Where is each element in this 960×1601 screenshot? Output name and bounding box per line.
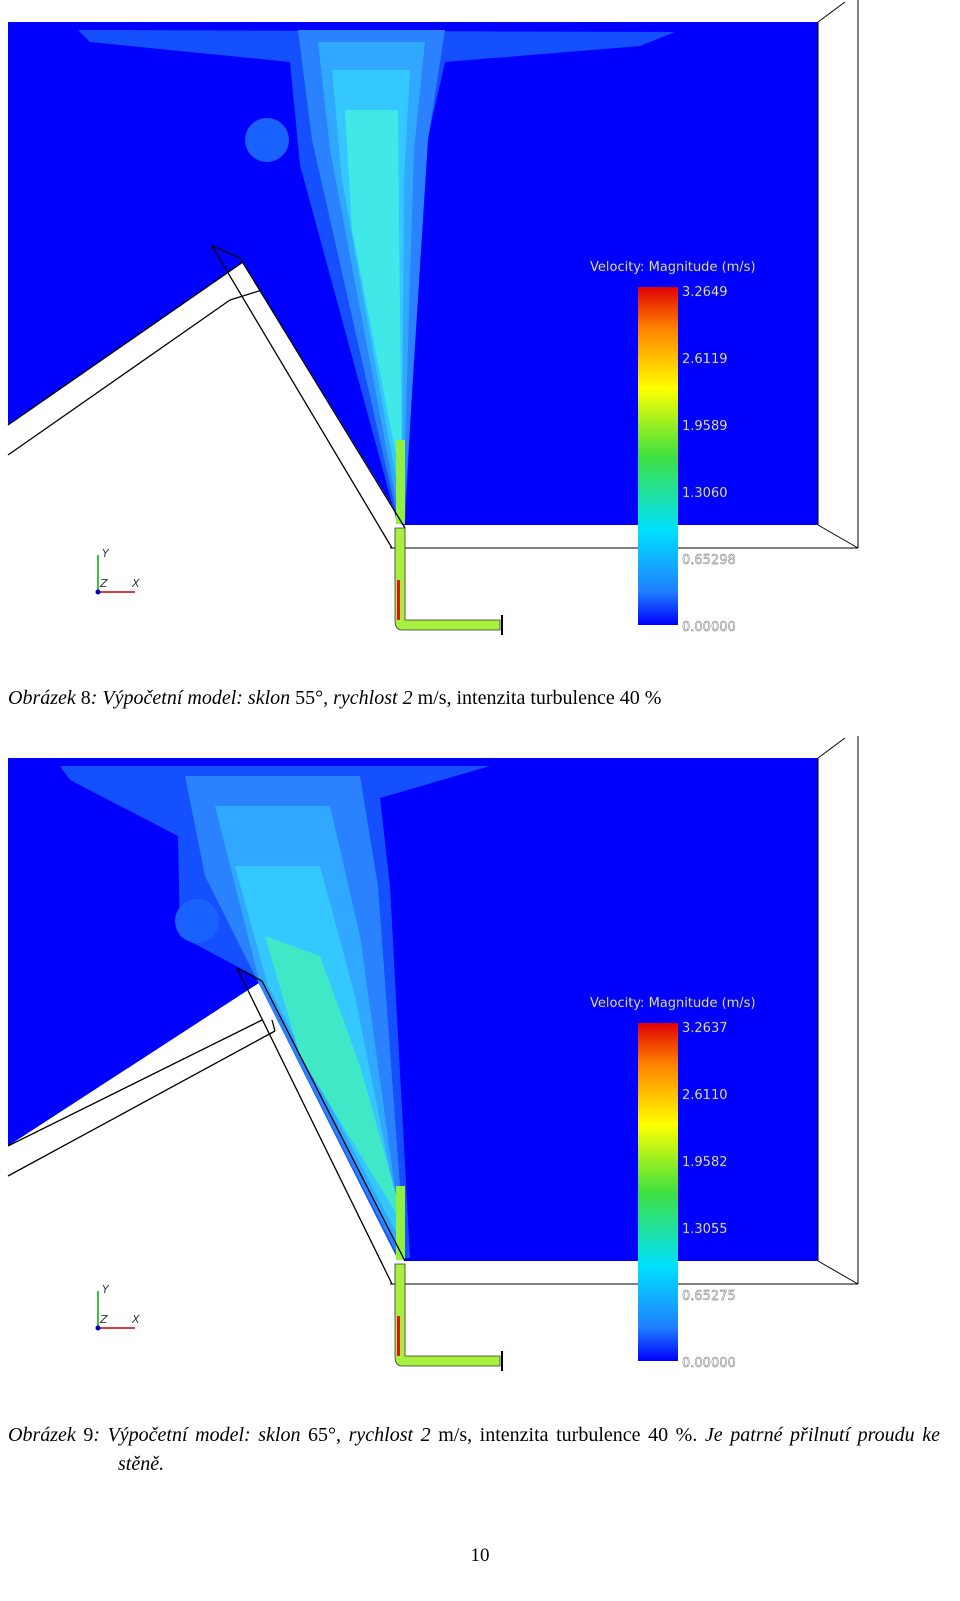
caption-text: 55°, <box>295 687 334 709</box>
legend-title: Velocity: Magnitude (m/s) <box>590 996 756 1011</box>
legend-tick-label: 1.3060 <box>682 486 728 501</box>
caption-text: 9 <box>75 1424 94 1446</box>
velocity-contour <box>175 899 219 943</box>
axis-label: X <box>131 577 140 590</box>
caption-text: 8 <box>75 687 91 709</box>
velocity-contour <box>245 118 289 162</box>
wall <box>7 261 244 426</box>
wall <box>236 967 393 1285</box>
velocity-contour <box>396 1186 405 1260</box>
caption-text: 65°, <box>308 1424 349 1446</box>
wall <box>229 289 263 301</box>
caption-text: m/s, intenzita turbulence 40 % <box>417 687 662 709</box>
wall <box>211 245 241 259</box>
wall <box>7 299 231 456</box>
axis-label: Y <box>102 1283 110 1296</box>
velocity-contour <box>265 936 402 1216</box>
velocity-contour <box>345 110 402 470</box>
legend-tick-label: 0.00000 <box>682 1356 736 1371</box>
figure-image: Velocity: Magnitude (m/s) 3.2649 2.6119 1.9… <box>7 0 859 635</box>
legend-tick-label: 1.9582 <box>682 1155 728 1170</box>
caption-text: Obrázek <box>8 1424 76 1446</box>
wall <box>236 967 263 982</box>
caption-text: Obrázek <box>8 687 76 709</box>
axis-label: Y <box>102 547 110 560</box>
figure-image: Velocity: Magnitude (m/s) 3.2637 2.6110 1.9… <box>7 736 859 1371</box>
legend-tick-label: 2.6110 <box>682 1088 728 1103</box>
legend-tick-label: 3.2637 <box>682 1021 728 1036</box>
axis-label: Z <box>99 1313 108 1326</box>
inlet-jet-core <box>397 1316 400 1356</box>
axis-label: X <box>131 1313 140 1326</box>
figures: Velocity: Magnitude (m/s) 3.2649 2.6119 1.9… <box>7 0 859 1371</box>
axis-z <box>95 589 101 595</box>
legend-tick-label: 0.65275 <box>682 1289 736 1304</box>
legend-tick-label: 0.00000 <box>682 620 736 635</box>
caption-text: rychlost 2 <box>348 1424 439 1446</box>
legend-tick-label: 3.2649 <box>682 285 728 300</box>
inlet-pipe <box>394 527 501 631</box>
caption-text: : Výpočetní model: sklon <box>90 687 296 709</box>
inlet-pipe <box>394 1263 501 1367</box>
caption: Obrázek 9: Výpočetní model: sklon 65°, r… <box>8 1421 940 1479</box>
velocity-contour <box>396 440 405 524</box>
box-edge <box>817 737 846 759</box>
legend-tick-label: 0.65298 <box>682 553 736 568</box>
caption-text: Je patrné přilnutí proudu ke stěně. <box>118 1424 946 1475</box>
inlet-jet-core <box>397 580 400 620</box>
legend-tick-label: 2.6119 <box>682 352 728 367</box>
wall <box>7 1030 276 1177</box>
axis-z <box>95 1325 101 1331</box>
axis-label: Z <box>99 577 108 590</box>
wall <box>271 1019 276 1032</box>
box-edge <box>817 1 846 23</box>
page-number: 10 <box>470 1545 490 1566</box>
wall <box>239 257 406 529</box>
caption-text: rychlost 2 <box>333 687 418 709</box>
legend-tick-label: 1.3055 <box>682 1222 728 1237</box>
caption-text: : Výpočetní model: sklon <box>93 1424 309 1446</box>
legend-tick-label: 1.9589 <box>682 419 728 434</box>
legend-title: Velocity: Magnitude (m/s) <box>590 260 756 275</box>
caption: Obrázek 8: Výpočetní model: sklon 55°, r… <box>8 684 940 713</box>
color-bar <box>638 287 678 625</box>
box-edge <box>817 524 859 549</box>
wall <box>7 1019 263 1147</box>
wall <box>261 980 406 1262</box>
color-bar <box>638 1023 678 1361</box>
box-edge <box>817 1260 859 1285</box>
caption-text: m/s, intenzita turbulence 40 %. <box>438 1424 705 1446</box>
